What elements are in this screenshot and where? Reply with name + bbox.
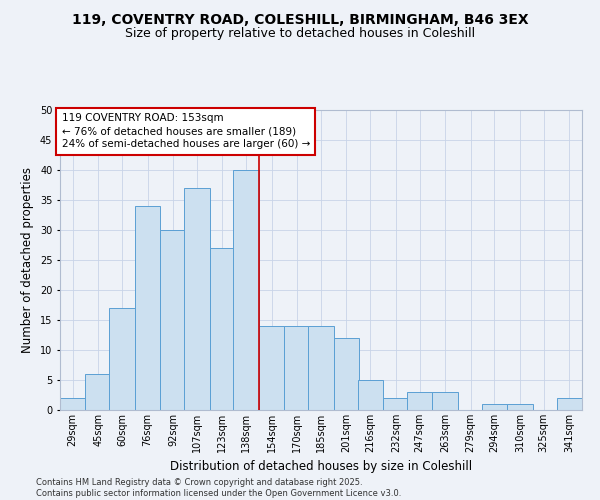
Bar (507, 404, 533, 410)
Bar (209, 248, 235, 410)
Y-axis label: Number of detached properties: Number of detached properties (22, 167, 34, 353)
Bar (109, 308, 135, 410)
Bar (407, 392, 433, 410)
Bar (60, 398, 85, 410)
Bar (557, 398, 582, 410)
Bar (85, 374, 111, 410)
Bar (482, 404, 507, 410)
X-axis label: Distribution of detached houses by size in Coleshill: Distribution of detached houses by size … (170, 460, 472, 473)
Bar (433, 392, 458, 410)
Text: 119 COVENTRY ROAD: 153sqm
← 76% of detached houses are smaller (189)
24% of semi: 119 COVENTRY ROAD: 153sqm ← 76% of detac… (62, 113, 310, 150)
Bar (259, 326, 284, 410)
Bar (284, 326, 310, 410)
Text: Contains HM Land Registry data © Crown copyright and database right 2025.
Contai: Contains HM Land Registry data © Crown c… (36, 478, 401, 498)
Bar (135, 206, 160, 410)
Bar (358, 380, 383, 410)
Bar (184, 188, 209, 410)
Bar (233, 170, 259, 410)
Text: 119, COVENTRY ROAD, COLESHILL, BIRMINGHAM, B46 3EX: 119, COVENTRY ROAD, COLESHILL, BIRMINGHA… (71, 12, 529, 26)
Text: Size of property relative to detached houses in Coleshill: Size of property relative to detached ho… (125, 28, 475, 40)
Bar (160, 230, 186, 410)
Bar (334, 338, 359, 410)
Bar (383, 398, 409, 410)
Bar (308, 326, 334, 410)
